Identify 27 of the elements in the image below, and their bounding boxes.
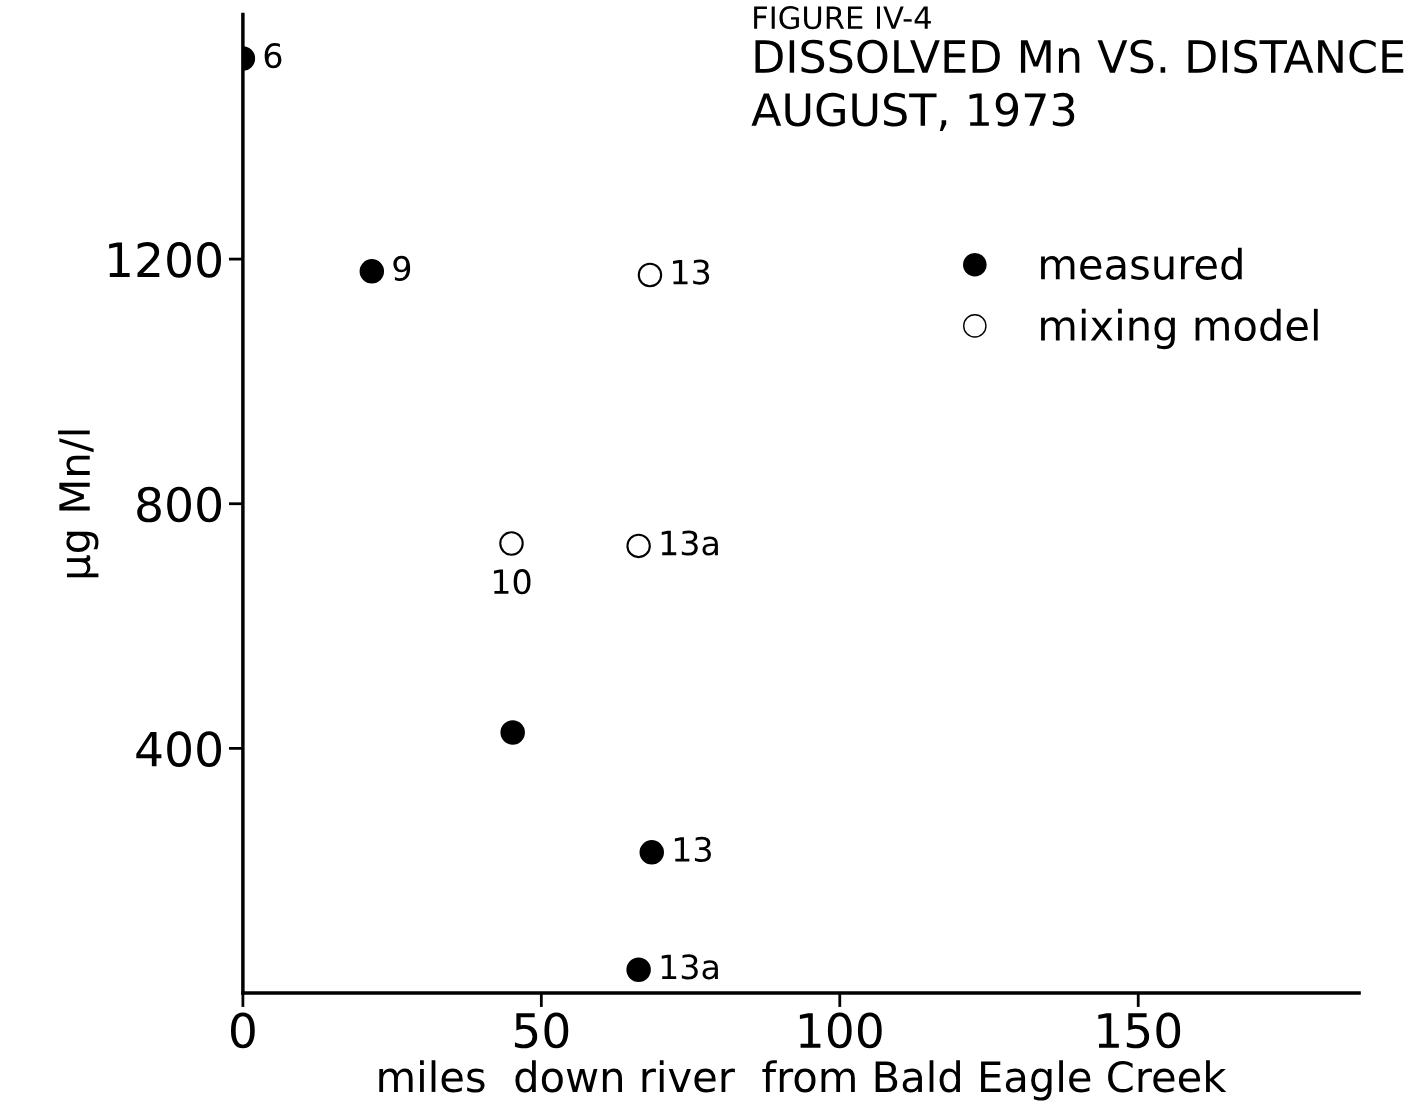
x-axis-title: miles down river from Bald Eagle Creek [379,1060,1227,1101]
annotation: 13a [661,530,718,556]
chart-title: FIGURE IV-4 [754,6,931,30]
annotation: 13 [674,836,711,863]
x-tick-label: 0 [230,1012,255,1049]
x-tick-label: 50 [514,1012,569,1049]
annotation: 9 [393,255,411,281]
x-tick-label: 100 [799,1012,882,1049]
y-tick-label: 1200 [109,241,221,278]
point [626,533,651,559]
annotation: 13a [661,954,718,980]
y-tick-label: 800 [137,486,221,523]
point [359,259,385,284]
point [626,957,651,983]
point [500,720,525,745]
legend-label: measured [1041,247,1242,280]
y-tick-label: 400 [136,731,221,767]
y-axis-title: μg Mn/l [58,430,99,578]
point [637,262,663,288]
annotation: 13 [673,259,710,285]
point [499,531,524,556]
annotation: 6 [264,42,282,69]
x-tick-label: 150 [1098,1012,1181,1049]
point [639,840,664,865]
legend-label: mixing model [1041,308,1318,350]
annotation: 10 [493,569,531,595]
text: DISSOLVED Mn VS. DISTANCE AUGUST, 1973 [751,39,1404,131]
